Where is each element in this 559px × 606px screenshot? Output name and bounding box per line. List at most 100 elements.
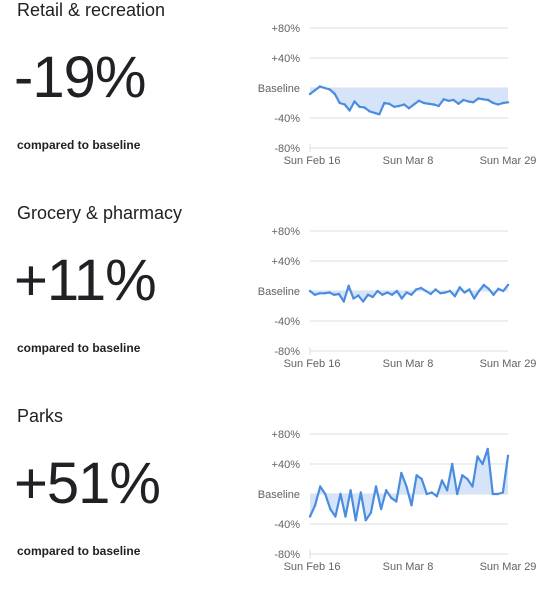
data-point — [448, 289, 452, 293]
y-tick-label: Baseline — [258, 83, 300, 95]
data-point — [308, 92, 312, 96]
data-point — [444, 291, 447, 294]
data-point — [381, 293, 384, 296]
data-point — [319, 485, 322, 488]
data-point — [402, 103, 406, 106]
parks-mobility-chart: +80% +40% Baseline -40% -80%Sun Feb 16 Sun Ma… — [258, 429, 537, 573]
data-point — [492, 293, 495, 296]
data-point — [477, 97, 480, 100]
x-tick-label: Sun Mar 29 — [480, 561, 537, 573]
data-point — [405, 291, 408, 294]
data-point — [486, 447, 489, 451]
y-tick-label: +40% — [272, 459, 301, 471]
data-point — [347, 284, 350, 287]
area-fill — [310, 86, 508, 115]
data-point — [461, 474, 464, 477]
data-point — [333, 92, 336, 96]
data-point — [430, 491, 433, 494]
x-tick-label: Sun Mar 29 — [480, 358, 537, 370]
y-tick-label: -80% — [274, 143, 300, 155]
data-point — [332, 293, 336, 296]
data-point — [318, 292, 321, 295]
data-point — [417, 99, 421, 103]
data-point — [369, 511, 373, 514]
category-title: Parks — [17, 406, 64, 426]
data-point — [452, 98, 455, 102]
data-point — [502, 289, 505, 293]
data-point — [338, 101, 341, 105]
category-title: Retail & recreation — [17, 0, 166, 20]
data-point — [427, 102, 430, 106]
data-point — [390, 293, 394, 296]
data-point — [348, 109, 351, 112]
data-point — [445, 489, 449, 492]
data-point — [358, 105, 361, 109]
data-point — [344, 515, 347, 518]
x-tick-label: Sun Feb 16 — [284, 358, 341, 370]
data-point — [463, 291, 466, 294]
data-point — [390, 496, 393, 499]
percent-change: +51% — [14, 451, 161, 516]
data-point — [385, 489, 388, 492]
data-point — [442, 98, 445, 101]
retail-mobility-chart: +80% +40% Baseline -40% -80%Sun Feb 16 Sun Ma… — [258, 23, 537, 167]
x-tick-label: Sun Mar 8 — [383, 358, 434, 370]
data-point — [313, 293, 316, 296]
parks-section: Parks +51% compared to baseline +80% +40%… — [0, 406, 559, 606]
grocery-mobility-chart: +80% +40% Baseline -40% -80%Sun Feb 16 Sun Ma… — [258, 226, 537, 370]
data-point — [343, 103, 346, 106]
data-point — [379, 507, 383, 511]
data-point — [497, 287, 500, 290]
data-point — [371, 295, 374, 299]
data-point — [458, 286, 461, 289]
data-point — [439, 292, 442, 295]
y-tick-label: -40% — [274, 113, 300, 125]
data-point — [363, 106, 366, 109]
data-point — [429, 292, 432, 296]
data-point — [491, 492, 494, 496]
data-point — [313, 504, 317, 507]
data-point — [368, 110, 371, 113]
y-tick-label: Baseline — [258, 286, 300, 298]
data-point — [410, 293, 413, 296]
data-point — [506, 454, 510, 457]
data-point — [337, 292, 341, 296]
data-point — [366, 293, 370, 296]
caption: compared to baseline — [17, 138, 141, 152]
data-point — [456, 492, 459, 496]
data-point — [410, 504, 413, 507]
y-tick-label: +80% — [272, 429, 301, 441]
data-point — [407, 107, 411, 110]
x-tick-label: Sun Mar 8 — [383, 561, 434, 573]
data-point — [378, 113, 381, 116]
data-point — [457, 102, 460, 106]
data-point — [405, 485, 408, 488]
data-point — [471, 485, 474, 488]
data-point — [383, 101, 386, 105]
data-point — [501, 101, 505, 105]
y-tick-label: -80% — [274, 346, 300, 358]
data-point — [328, 291, 331, 294]
data-point — [435, 495, 439, 498]
y-tick-label: +80% — [272, 23, 301, 35]
data-point — [451, 462, 454, 466]
grocery-section: Grocery & pharmacy +11% compared to base… — [0, 203, 559, 403]
data-point — [400, 471, 403, 475]
series-line — [309, 283, 509, 303]
data-point — [447, 99, 450, 103]
data-point — [373, 111, 376, 115]
data-point — [476, 455, 479, 458]
x-tick-label: Sun Mar 8 — [383, 155, 434, 167]
data-point — [354, 519, 357, 522]
data-point — [492, 101, 495, 105]
y-tick-label: Baseline — [258, 489, 300, 501]
category-title: Grocery & pharmacy — [17, 203, 183, 223]
data-point — [472, 101, 475, 104]
data-point — [323, 86, 326, 90]
y-tick-label: +40% — [272, 53, 301, 65]
x-tick-label: Sun Mar 29 — [480, 155, 537, 167]
y-tick-label: -80% — [274, 549, 300, 561]
data-point — [308, 515, 312, 518]
data-point — [388, 102, 391, 106]
data-point — [481, 462, 484, 466]
